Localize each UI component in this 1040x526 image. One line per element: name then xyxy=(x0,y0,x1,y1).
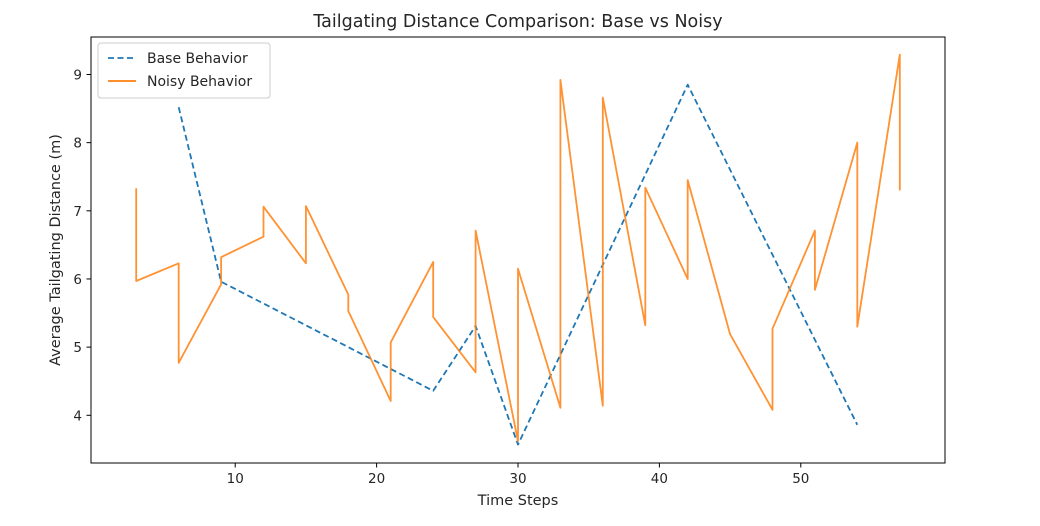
legend-label-2: Noisy Behavior xyxy=(147,74,252,90)
plot-area xyxy=(135,53,901,446)
chart-title: Tailgating Distance Comparison: Base vs … xyxy=(312,12,722,32)
x-tick-label: 10 xyxy=(227,471,244,487)
y-tick-label: 6 xyxy=(73,272,82,288)
series-line-2 xyxy=(135,53,901,443)
x-tick-label: 40 xyxy=(651,471,668,487)
y-tick-label: 7 xyxy=(73,204,82,220)
x-tick-label: 30 xyxy=(509,471,526,487)
y-tick-label: 8 xyxy=(73,136,82,152)
y-axis-title: Average Tailgating Distance (m) xyxy=(48,134,64,366)
x-tick-label: 20 xyxy=(368,471,385,487)
y-tick-label: 4 xyxy=(73,408,82,424)
legend-label-1: Base Behavior xyxy=(147,51,248,67)
y-tick-label: 9 xyxy=(73,67,82,83)
legend: Base Behavior Noisy Behavior xyxy=(97,42,271,99)
legend-box xyxy=(97,42,271,99)
axes: 10 20 30 40 50 4 5 6 7 8 9 xyxy=(73,36,946,487)
y-tick-label: 5 xyxy=(73,340,82,356)
x-tick-label: 50 xyxy=(792,471,809,487)
x-axis-title: Time Steps xyxy=(477,493,559,509)
